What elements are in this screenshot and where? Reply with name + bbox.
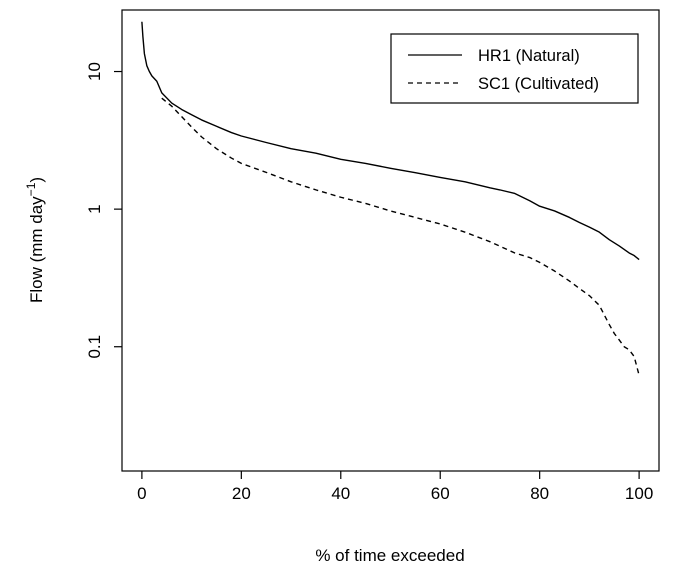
legend-label-hr1: HR1 (Natural) <box>478 47 580 65</box>
y-axis-label-superscript: −1 <box>24 182 38 196</box>
x-tick-label: 80 <box>530 484 549 503</box>
legend-label-sc1: SC1 (Cultivated) <box>478 75 599 93</box>
x-axis: 0 20 40 60 80 100 <box>137 471 653 503</box>
x-tick-label: 0 <box>137 484 146 503</box>
series-layer <box>141 21 640 376</box>
y-tick-label: 10 <box>85 62 104 81</box>
x-tick-label: 20 <box>232 484 251 503</box>
y-axis-label-main: Flow (mm day <box>27 196 46 303</box>
x-axis-label: % of time exceeded <box>315 546 464 565</box>
series-line-hr1 <box>141 21 640 261</box>
y-tick-label: 1 <box>85 204 104 213</box>
legend-box <box>390 33 639 104</box>
x-tick-label: 100 <box>625 484 653 503</box>
y-tick-label: 0.1 <box>85 335 104 359</box>
legend: HR1 (Natural) SC1 (Cultivated) <box>390 33 639 104</box>
y-axis: 0.1 1 10 <box>85 62 122 359</box>
y-axis-label: Flow (mm day−1) <box>24 177 46 303</box>
x-tick-label: 40 <box>331 484 350 503</box>
x-tick-label: 60 <box>431 484 450 503</box>
y-axis-label-close: ) <box>27 177 46 183</box>
series-line-sc1 <box>161 97 640 376</box>
plot-frame <box>121 9 660 472</box>
